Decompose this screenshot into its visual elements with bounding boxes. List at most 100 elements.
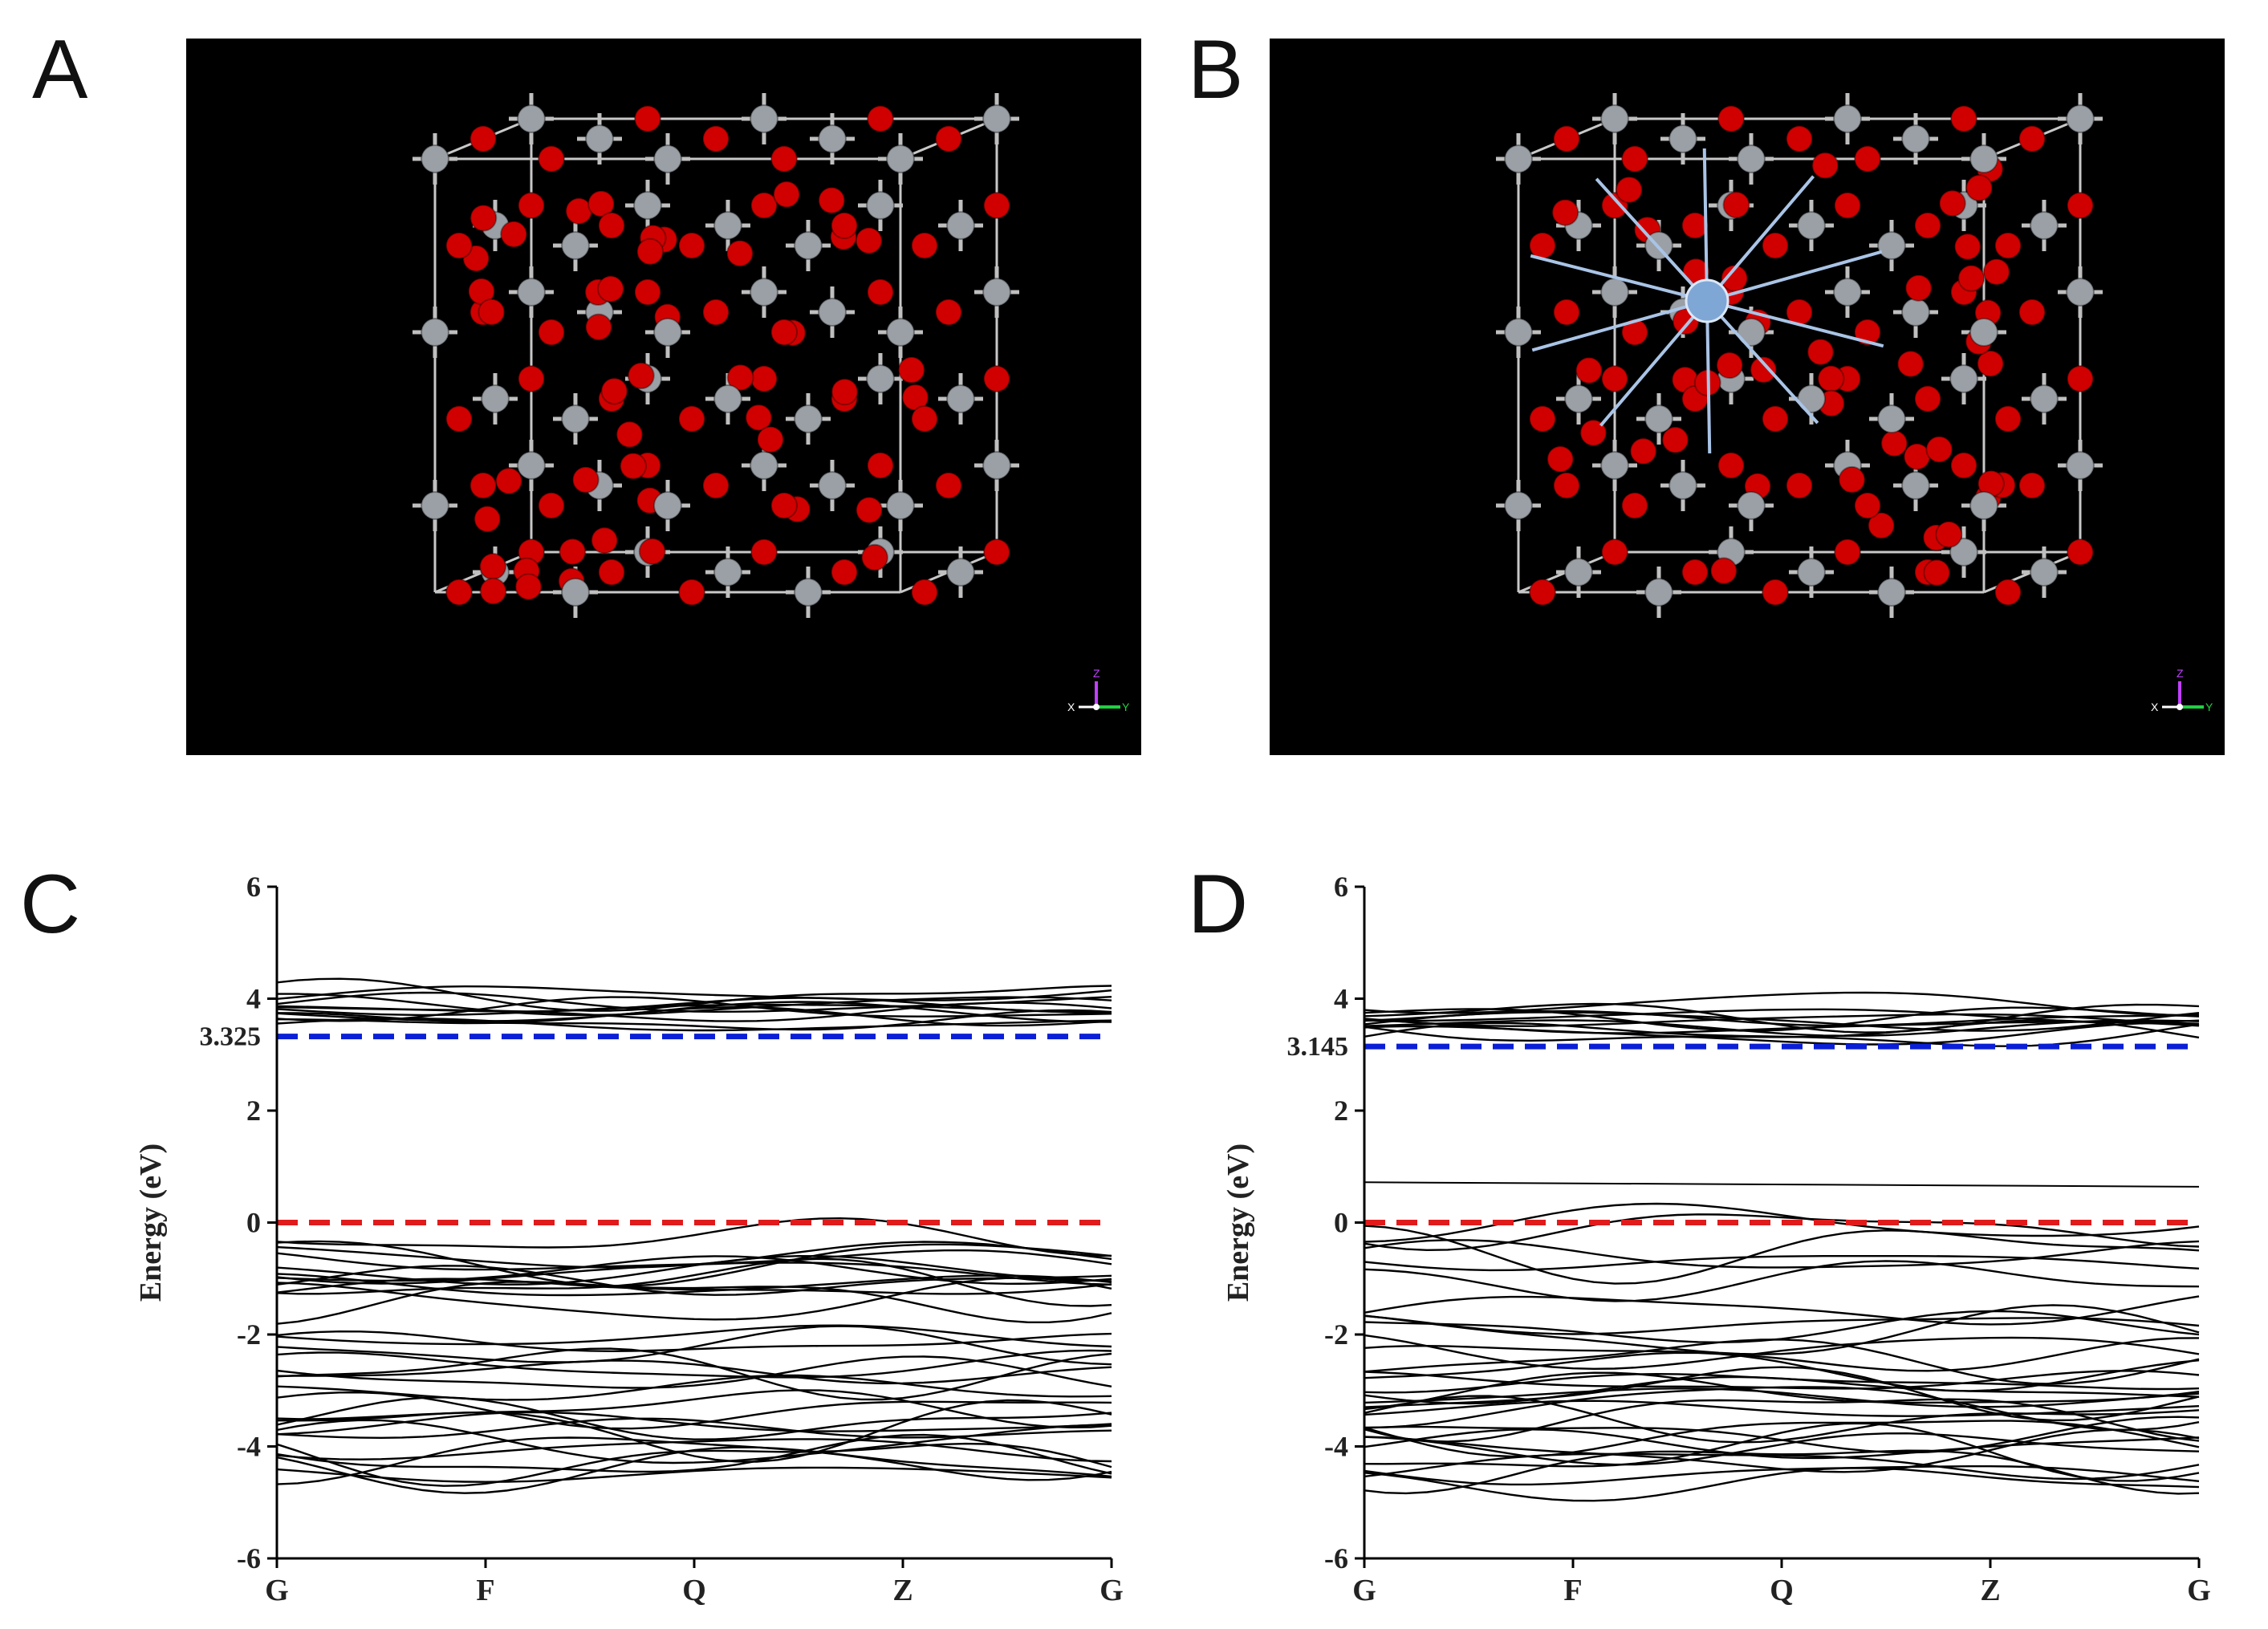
oxygen-atom [1786,125,1813,152]
dopant-bond [1595,177,1709,303]
band-curve [1364,1449,2200,1495]
x-tick-label: G [2187,1574,2211,1607]
titanium-atom [653,144,682,173]
oxygen-atom [773,181,801,209]
oxygen-atom [598,212,625,239]
crystal-structure-a: Z X Y [186,39,1141,755]
titanium-atom [585,124,614,153]
band-curve [1364,1432,2200,1466]
oxygen-atom [600,377,628,405]
titanium-atom [866,191,895,220]
oxygen-atom [1904,274,1933,302]
titanium-atom [1504,318,1533,347]
titanium-atom [750,451,778,480]
band-curve [1364,1304,2200,1355]
band-curve [1364,1011,2200,1032]
titanium-atom [2066,278,2095,307]
titanium-atom [1877,404,1906,433]
dopant-bond [1705,299,1819,425]
band-curve [1364,1351,2200,1392]
titanium-atom [713,558,742,587]
band-curve [1364,1002,2200,1034]
titanium-atom [561,231,590,260]
oxygen-atom [678,405,705,433]
oxygen-atom [627,362,655,390]
oxygen-atom [726,364,754,392]
band-curve [277,993,1112,1017]
band-curve [276,1419,1112,1464]
oxygen-atom [867,105,894,132]
band-curve [276,1355,1112,1389]
y-tick-label: 2 [1334,1095,1348,1127]
oxygen-atom [1722,191,1750,219]
titanium-atom [1797,558,1826,587]
axis-y-label: Y [2205,701,2213,713]
band-curve [1364,1366,2200,1422]
oxygen-atom [1681,212,1709,239]
band-curve [1364,1467,2200,1502]
oxygen-atom [469,125,497,152]
oxygen-atom [1621,319,1648,346]
band-lines [276,977,1112,1494]
oxygen-atom [678,232,705,259]
x-tick-label: Z [892,1574,912,1607]
bond-group [413,93,1019,618]
band-curve [1364,1018,2200,1034]
y-tick-label: 2 [246,1095,261,1127]
oxygen-atom [1716,351,1744,380]
band-curve [1364,1239,2200,1269]
oxygen-atom [1925,435,1953,463]
oxygen-atom [856,496,884,524]
oxygen-atom [770,319,798,346]
band-curve [276,977,1112,1012]
y-tick-label: -6 [1324,1542,1348,1574]
oxygen-atom [495,467,523,495]
band-curve [1364,1295,2200,1326]
oxygen-atom [1681,559,1709,586]
titanium-atom [1877,578,1906,607]
band-curve [1364,1225,2200,1285]
y-tick-label: -4 [237,1431,261,1463]
y-tick-label: -2 [237,1318,261,1351]
titanium-atom [1737,318,1766,347]
oxygen-atom [750,538,778,566]
titanium-atom [982,451,1011,480]
oxygen-atom [445,232,473,259]
oxygen-atom [1615,176,1643,204]
titanium-atom [653,491,682,520]
titanium-atom [1901,298,1930,327]
titanium-atom [946,558,975,587]
oxygen-atom [2018,299,2046,326]
oxygen-atom [983,538,1010,566]
oxygen-atom [591,526,619,555]
oxygen-atom [1938,189,1966,217]
dopant-bond [1530,254,1708,303]
oxygen-atom [1661,426,1689,454]
oxygen-atom [1529,405,1556,433]
titanium-atom [421,318,449,347]
oxygen-atom [538,145,565,173]
oxygen-atom [478,298,506,326]
titanium-atom [750,278,778,307]
oxygen-atom [1621,145,1648,173]
oxygen-atom [860,543,888,571]
oxygen-atom [518,365,545,392]
oxygen-atom [867,278,894,306]
titanium-atom [1797,211,1826,240]
oxygen-atom [634,105,661,132]
dopant-bond [1705,300,1712,454]
oxygen-atom [1762,405,1789,433]
band-curve [276,997,1112,1014]
titanium-atom [481,384,510,413]
oxygen-atom [1880,429,1908,457]
titanium-atom [1969,318,1998,347]
band-curve [1364,1452,2200,1481]
band-curve [276,1281,1112,1325]
axis-x-label: X [1067,701,1075,713]
titanium-atom [794,404,823,433]
band-curve [1364,1422,2200,1482]
bond-group [1496,93,2103,618]
oxygen-atom [1717,105,1745,132]
oxygen-atom [1994,405,2022,433]
